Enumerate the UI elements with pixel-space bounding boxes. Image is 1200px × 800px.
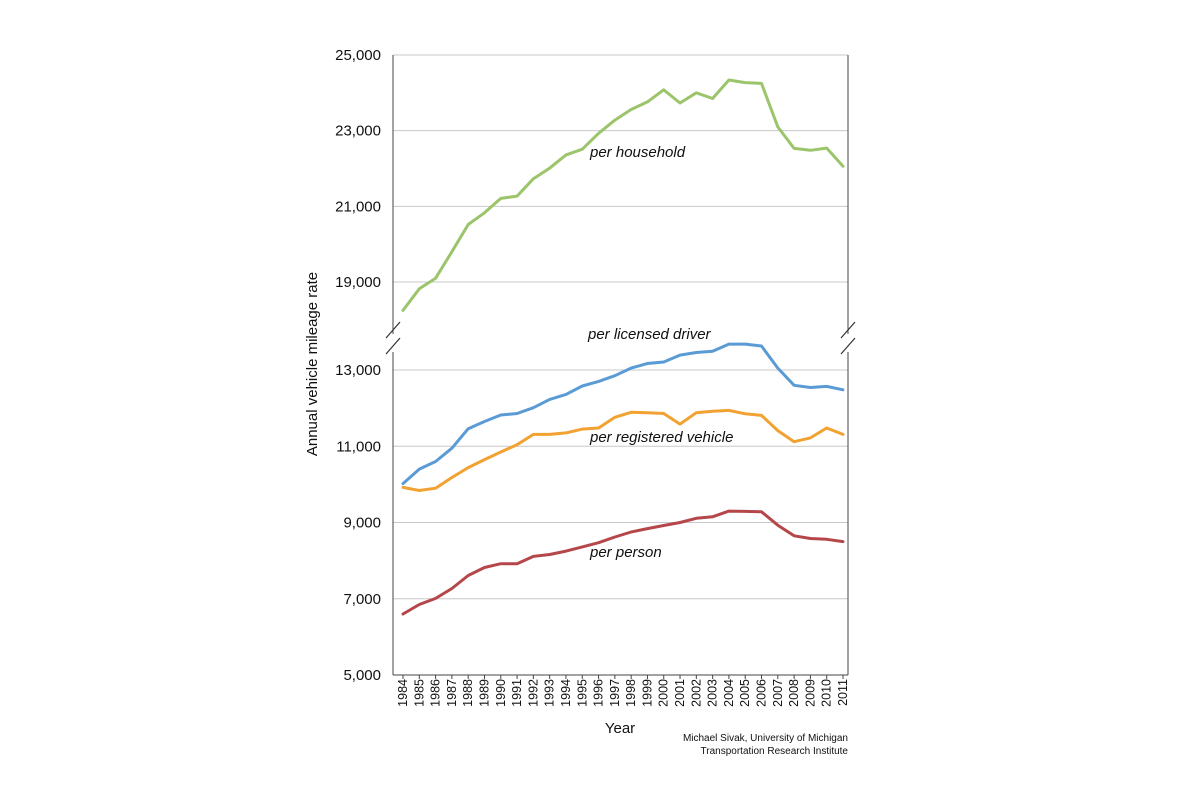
x-tick-2003: 2003	[706, 679, 720, 707]
y-tick-9000: 9,000	[343, 515, 381, 532]
x-tick-2004: 2004	[722, 679, 736, 707]
x-tick-2011: 2011	[836, 679, 850, 706]
x-tick-1986: 1986	[429, 679, 443, 707]
x-tick-2001: 2001	[673, 679, 687, 707]
series-line-per-household	[401, 78, 845, 312]
x-tick-1990: 1990	[494, 679, 508, 707]
y-tick-5000: 5,000	[343, 667, 381, 684]
y-tick-7000: 7,000	[343, 591, 381, 608]
x-tick-2010: 2010	[820, 679, 834, 707]
axes	[385, 55, 856, 679]
x-tick-1995: 1995	[575, 679, 589, 707]
series-labels: per household per licensed driver per regi…	[587, 144, 733, 561]
y-tick-19000: 19,000	[335, 274, 381, 291]
x-tick-1989: 1989	[477, 679, 491, 707]
y-tick-13000: 13,000	[335, 362, 381, 379]
y-tick-labels: 25,000 23,000 21,000 19,000 13,000 11,000 9,00…	[335, 47, 381, 684]
x-tick-2002: 2002	[689, 679, 703, 707]
x-tick-2006: 2006	[755, 679, 769, 707]
x-tick-1992: 1992	[526, 679, 540, 707]
x-tick-1993: 1993	[543, 679, 557, 707]
series-label-per-registered-vehicle: per registered vehicle	[589, 429, 733, 446]
y-tick-21000: 21,000	[335, 198, 381, 215]
series-lines	[401, 78, 845, 616]
x-tick-2009: 2009	[803, 679, 817, 707]
y-tick-11000: 11,000	[336, 438, 381, 455]
axis-break-mark-left-1	[385, 321, 401, 339]
x-tick-labels: 1984 1985 1986 1987 1988 1989 1990 1991 1992 1993…	[396, 679, 850, 707]
x-tick-1988: 1988	[461, 679, 475, 707]
series-label-per-person: per person	[589, 544, 662, 561]
x-tick-1997: 1997	[608, 679, 622, 707]
x-tick-1985: 1985	[412, 679, 426, 707]
y-axis-label: Annual vehicle mileage rate	[304, 272, 321, 456]
x-tick-1996: 1996	[592, 679, 606, 707]
axis-break-mark-right-2	[840, 337, 856, 355]
series-label-per-licensed-driver: per licensed driver	[587, 326, 712, 343]
credit-line-1: Michael Sivak, University of Michigan	[683, 733, 848, 744]
x-tick-2000: 2000	[657, 679, 671, 707]
series-line-per-registered-vehicle	[401, 408, 845, 492]
x-axis-label: Year	[605, 720, 635, 737]
series-line-per-person	[401, 509, 845, 616]
x-tick-2005: 2005	[738, 679, 752, 707]
x-tick-2008: 2008	[787, 679, 801, 707]
axis-break-mark-right-1	[840, 321, 856, 339]
x-tick-1998: 1998	[624, 679, 638, 707]
series-label-per-household: per household	[589, 144, 686, 161]
credit-line-2: Transportation Research Institute	[701, 746, 849, 757]
x-tick-1999: 1999	[640, 679, 654, 707]
x-tick-1991: 1991	[510, 679, 524, 707]
x-tick-1994: 1994	[559, 679, 573, 707]
x-tick-2007: 2007	[771, 679, 785, 707]
x-tick-1987: 1987	[445, 679, 459, 707]
y-tick-23000: 23,000	[335, 123, 381, 140]
series-line-per-licensed-driver	[401, 342, 845, 486]
x-tick-1984: 1984	[396, 679, 410, 707]
y-tick-25000: 25,000	[335, 47, 381, 64]
axis-break-mark-left-2	[385, 337, 401, 355]
